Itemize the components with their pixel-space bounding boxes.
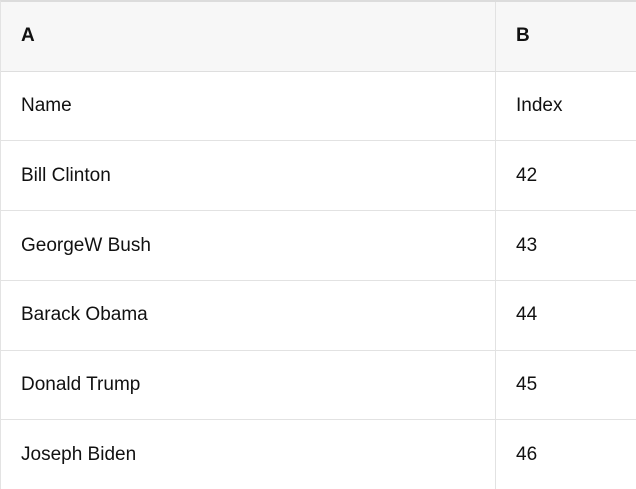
cell-president-index[interactable]: 43 xyxy=(516,234,538,256)
table-header-row: A B xyxy=(1,2,636,72)
cell-index-label[interactable]: Index xyxy=(516,95,563,117)
table-row-labels: Name Index xyxy=(1,71,636,142)
column-header-b[interactable]: B xyxy=(516,25,530,47)
column-header-a[interactable]: A xyxy=(1,2,496,71)
cell-president-index[interactable]: 45 xyxy=(516,373,538,395)
table-row-donald-trump: Donald Trump 45 xyxy=(1,350,636,421)
table-row-barack-obama: Barack Obama 44 xyxy=(1,280,636,351)
cell-president-index[interactable]: 46 xyxy=(516,443,538,465)
cell-president-name[interactable]: Barack Obama xyxy=(1,280,496,350)
cell-president-name[interactable]: Joseph Biden xyxy=(1,420,496,489)
cell-president-index[interactable]: 44 xyxy=(516,304,538,326)
cell-president-name[interactable]: GeorgeW Bush xyxy=(1,211,496,280)
cell-president-name[interactable]: Donald Trump xyxy=(1,350,496,420)
cell-president-name[interactable]: Bill Clinton xyxy=(1,141,496,211)
cell-president-index[interactable]: 42 xyxy=(516,164,538,186)
cell-name-label[interactable]: Name xyxy=(1,71,496,141)
table-row-joseph-biden: Joseph Biden 46 xyxy=(1,420,636,489)
table-row-georgew-bush: GeorgeW Bush 43 xyxy=(1,211,636,281)
table-row-bill-clinton: Bill Clinton 42 xyxy=(1,141,636,212)
